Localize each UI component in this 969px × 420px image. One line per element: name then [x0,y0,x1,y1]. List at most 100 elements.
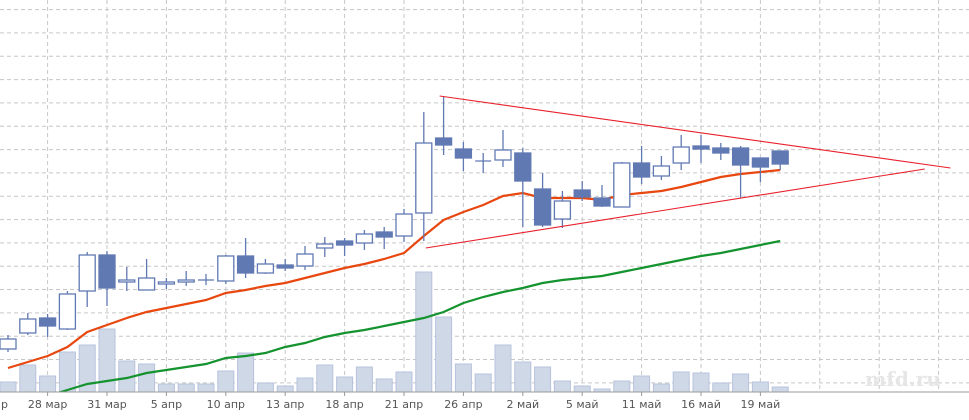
candle-bearish [454,142,473,171]
candle-bearish [236,238,255,278]
candle-bullish [137,259,156,291]
candle-bearish [632,146,651,184]
candle-bullish [415,112,433,241]
candle-body [494,149,512,161]
triangle-lower-line [425,168,925,249]
candle-body [375,231,393,238]
candle-body [276,264,294,269]
volume-bar [0,381,17,393]
volume-bar [633,375,651,393]
volume-bar [276,385,294,393]
candle-body [692,145,710,150]
candle-bullish [553,191,572,228]
volume-bar [355,366,373,393]
candle-body [118,279,136,283]
candle-bullish [198,274,214,285]
grid [0,0,969,392]
candle-body [652,165,671,177]
volume-bar [514,361,532,393]
candle-bearish [38,314,57,337]
candle-bearish [573,181,591,201]
volume-bar [732,373,750,393]
volume-bar [19,364,37,393]
candle-bearish [533,173,552,227]
candle-body [553,200,572,220]
volume-bar [692,372,710,393]
candle-body [177,279,195,283]
candle-bearish [276,259,294,271]
candle-body [58,293,77,330]
candle-body [751,157,770,168]
candle-bullish [652,156,671,180]
candle-body [38,317,57,327]
volume-bar [316,364,334,393]
candle-body [296,253,314,267]
volume-bar [573,385,591,393]
candle-body [632,162,651,178]
volume-bar [217,370,235,393]
candle-body [0,338,17,350]
volume-bar [375,378,393,393]
candle-body [415,142,433,214]
x-tick-label: 26 апр [444,398,482,411]
candle-body [672,146,690,164]
candle-body [771,150,789,165]
volume-bar [256,382,274,393]
volume-bar [39,375,57,393]
candle-bearish [335,238,354,256]
candle-bullish [494,130,512,167]
volume-bar [672,371,690,393]
x-axis-labels: 25 мар 28 мар 31 мар 5 апр 10 апр 13 апр 18 ап… [0,392,780,411]
volume-bar [336,376,354,393]
x-tick-label: 5 май [566,398,599,411]
candle-bearish [98,251,116,306]
candle-body [256,263,275,274]
volume-bar [296,377,314,393]
candle-body [712,147,730,154]
x-tick-label: 2 май [506,398,539,411]
candle-bullish [217,255,235,284]
x-tick-label: 18 апр [325,398,363,411]
x-tick-label: 11 май [622,398,662,411]
candle-bearish [593,185,611,207]
volume-bar [58,351,76,393]
candle-bearish [771,150,789,170]
candle-body [316,243,334,249]
volume-bar [415,271,433,393]
candle-bearish [712,143,730,160]
candle-body [157,281,176,285]
candle-body [78,254,96,292]
volume-bar [771,386,789,393]
x-tick-label: 25 мар [0,398,8,411]
candle-bearish [731,146,750,198]
volume-bar [454,363,472,393]
candles [0,97,789,352]
candle-bullish [19,313,37,335]
volume-bar [435,316,453,393]
candle-body [593,197,611,207]
triangle-pattern [425,95,951,249]
candle-bullish [475,153,492,173]
candle-bullish [395,209,413,242]
candle-bullish [177,271,195,286]
candle-body [236,255,255,274]
candle-bullish [58,291,77,330]
candle-bullish [0,335,17,352]
x-tick-label: 31 мар [87,398,127,411]
x-tick-label: 16 май [681,398,721,411]
candle-body [514,152,532,182]
volume-bar [157,383,175,393]
candle-body [217,255,235,282]
candle-bearish [514,148,532,227]
candle-body [335,240,354,246]
candle-body [395,213,413,237]
candle-body [533,188,552,226]
candle-bullish [78,252,96,307]
volume-bar [177,383,195,393]
candle-bearish [751,157,770,182]
x-tick-label: 10 апр [207,398,245,411]
candle-body [19,318,37,334]
volume-bar [534,366,552,393]
ma-slow-line [57,239,781,392]
